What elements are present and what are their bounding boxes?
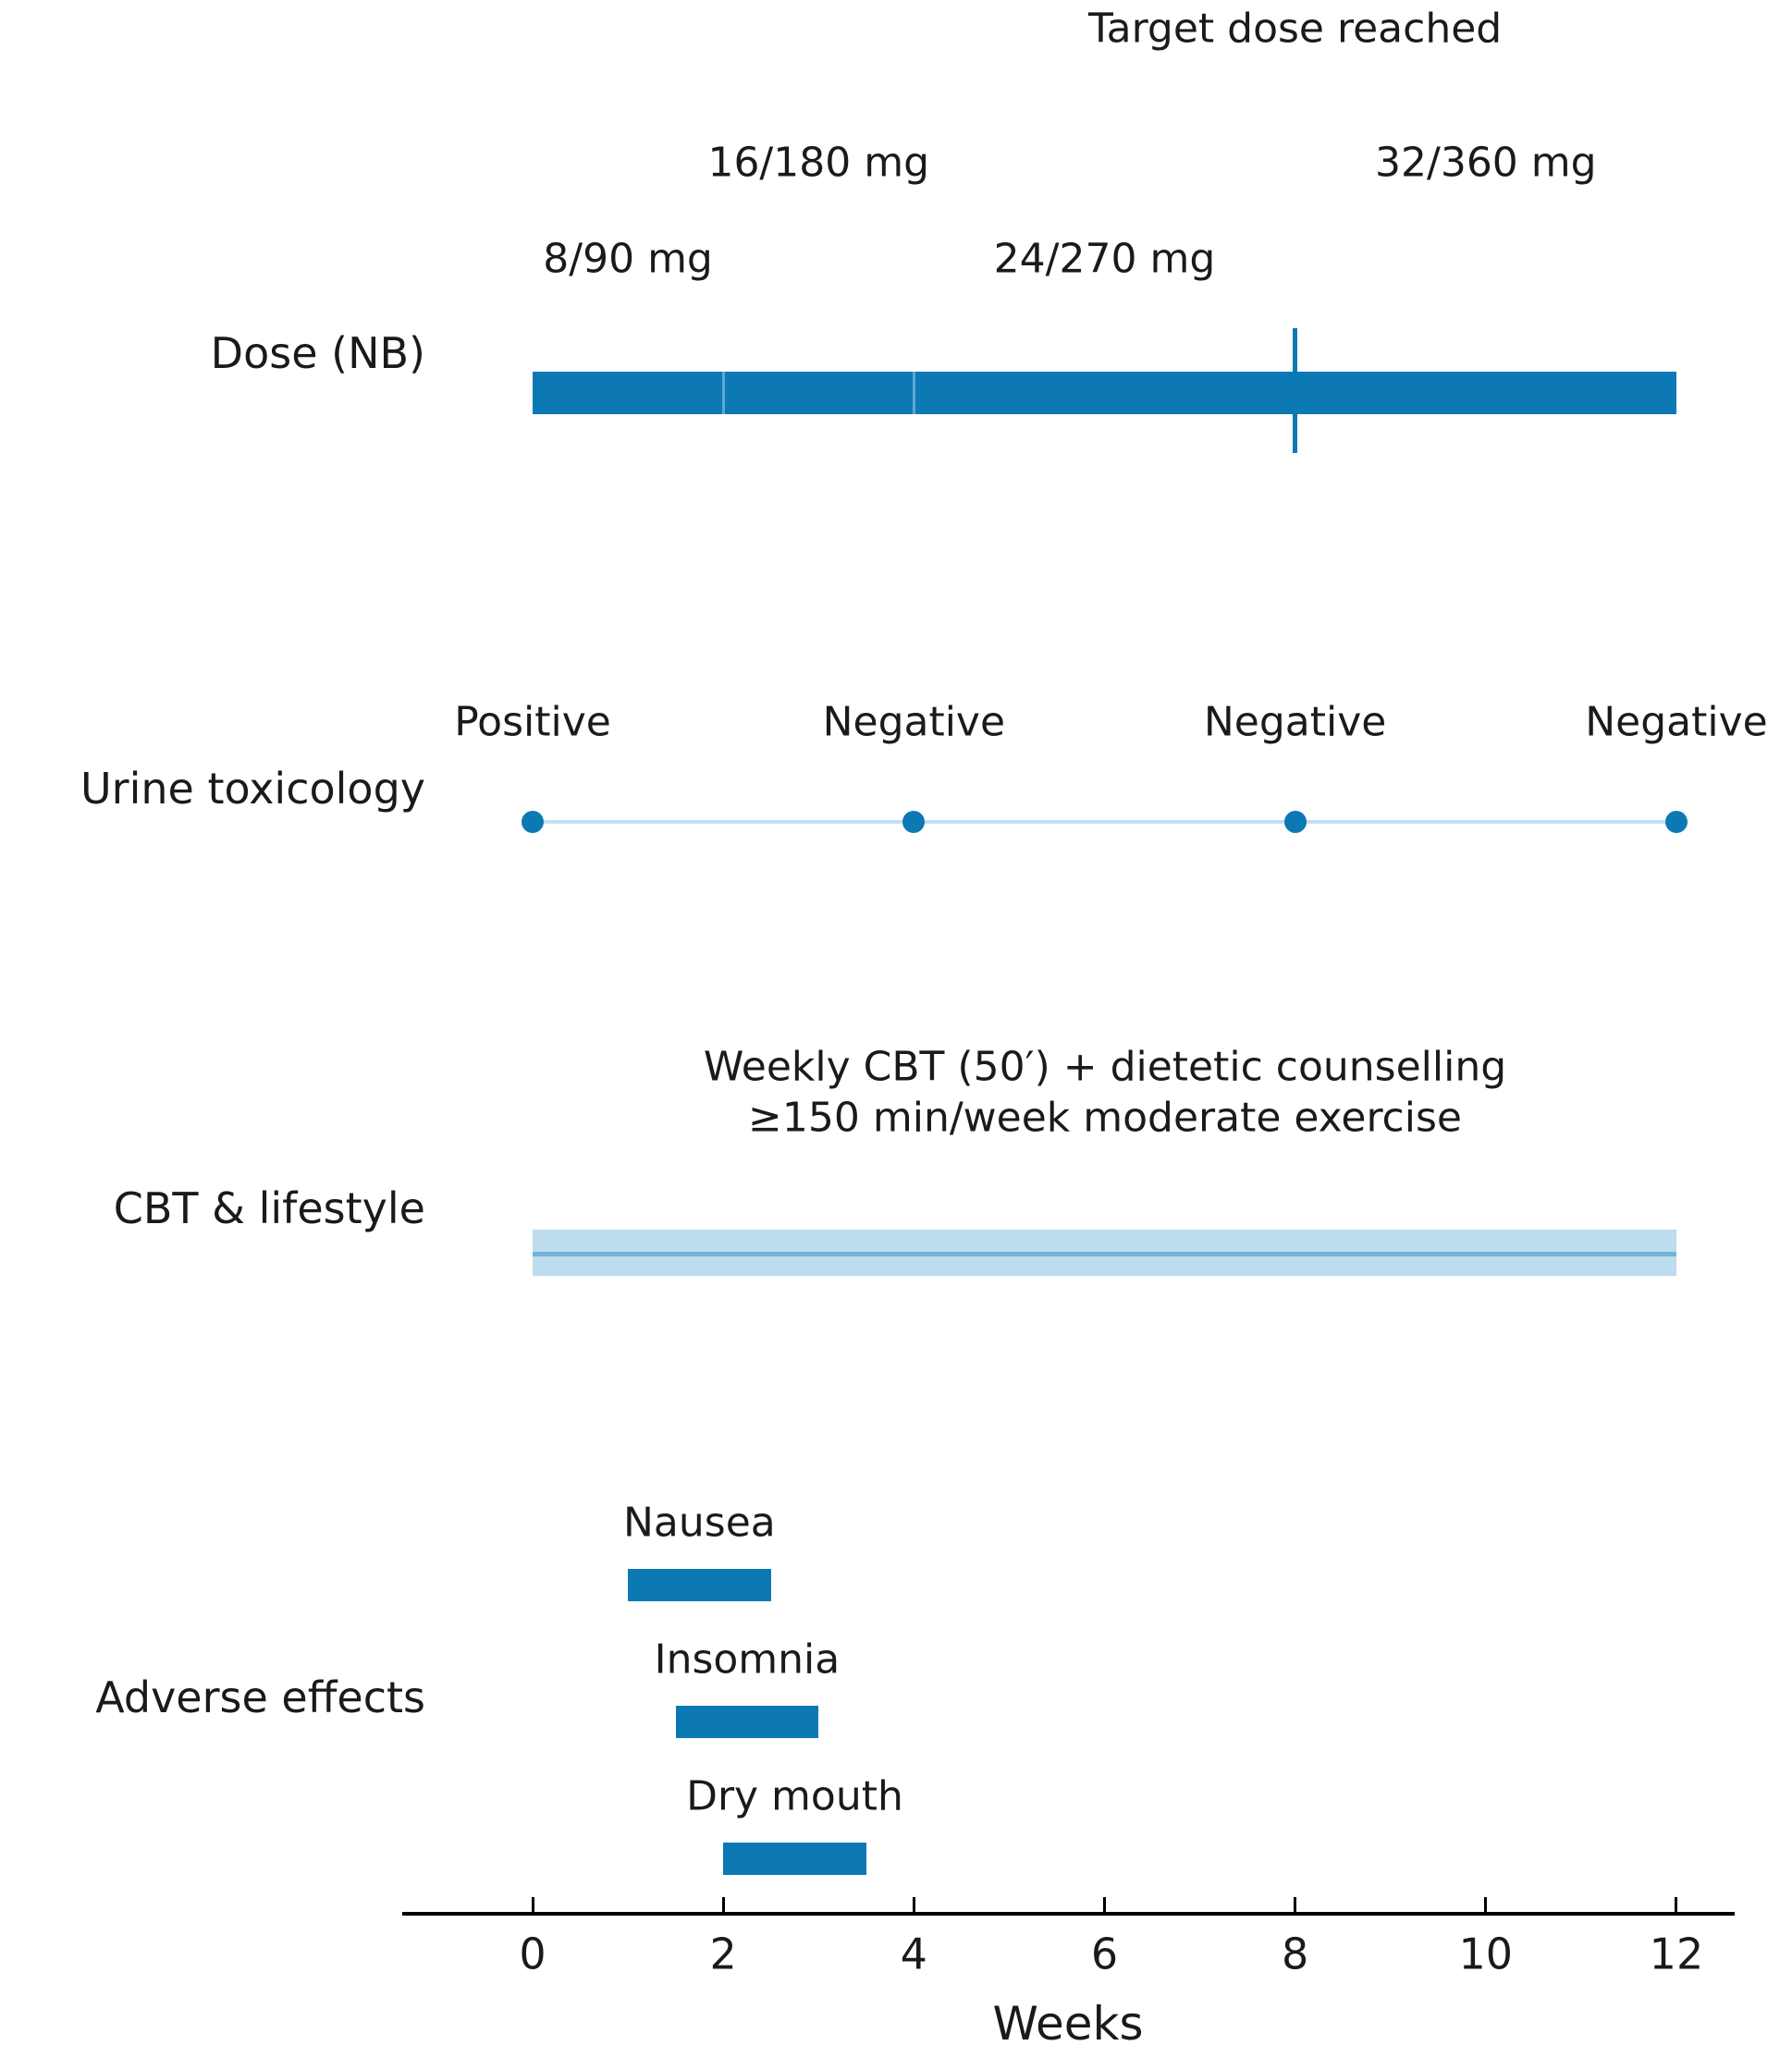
dose-segment-divider — [721, 372, 725, 414]
dose-step-label: 8/90 mg — [543, 235, 713, 283]
x-axis-tick — [1675, 1897, 1678, 1912]
urine-test-dot — [902, 811, 926, 833]
target-dose-marker — [1293, 328, 1298, 453]
x-axis-tick — [1294, 1897, 1297, 1912]
x-axis-tick-label: 6 — [1090, 1929, 1119, 1979]
x-axis-tick-label: 10 — [1458, 1929, 1514, 1979]
adverse-effect-label: Dry mouth — [686, 1772, 903, 1820]
dose-step-label: 16/180 mg — [707, 139, 930, 187]
adverse-effect-bar — [675, 1706, 819, 1738]
urine-connector-line — [533, 820, 1676, 824]
urine-result-label: Positive — [454, 698, 611, 746]
x-axis-tick — [1102, 1897, 1106, 1912]
cbt-annotation-line2: ≥150 min/week moderate exercise — [748, 1094, 1462, 1142]
dose-step-label: 24/270 mg — [993, 235, 1216, 283]
x-axis-tick-label: 4 — [900, 1929, 927, 1979]
row-label-urine-toxicology: Urine toxicology — [80, 764, 425, 814]
x-axis-line — [402, 1912, 1735, 1916]
x-axis-tick — [531, 1897, 534, 1912]
cbt-annotation-line1: Weekly CBT (50′) + dietetic counselling — [703, 1043, 1507, 1091]
adverse-effect-bar — [628, 1569, 771, 1601]
x-axis-tick — [912, 1897, 915, 1912]
urine-result-label: Negative — [822, 698, 1006, 746]
adverse-effect-bar — [723, 1843, 866, 1875]
x-axis-title: Weeks — [992, 1997, 1144, 2051]
urine-test-dot — [522, 811, 544, 833]
cbt-band-midline — [533, 1252, 1676, 1256]
row-label-cbt-lifestyle: CBT & lifestyle — [113, 1183, 425, 1233]
urine-test-dot — [1664, 811, 1688, 833]
dose-segment-divider — [912, 372, 915, 414]
adverse-effect-label: Insomnia — [654, 1635, 841, 1684]
x-axis-tick-label: 2 — [709, 1929, 737, 1979]
urine-result-label: Negative — [1203, 698, 1387, 746]
x-axis-tick-label: 12 — [1649, 1929, 1704, 1979]
x-axis-tick-label: 8 — [1281, 1929, 1309, 1979]
dose-bar — [533, 372, 1676, 414]
row-label-dose: Dose (NB) — [210, 328, 425, 378]
dose-step-label: 32/360 mg — [1375, 139, 1597, 187]
x-axis-tick — [1484, 1897, 1488, 1912]
row-label-adverse-effects: Adverse effects — [95, 1672, 425, 1722]
urine-test-dot — [1283, 811, 1307, 833]
x-axis-tick-label: 0 — [519, 1929, 546, 1979]
adverse-effect-label: Nausea — [623, 1499, 776, 1547]
x-axis-tick — [721, 1897, 725, 1912]
urine-result-label: Negative — [1585, 698, 1768, 746]
target-dose-annotation: Target dose reached — [1088, 5, 1503, 53]
